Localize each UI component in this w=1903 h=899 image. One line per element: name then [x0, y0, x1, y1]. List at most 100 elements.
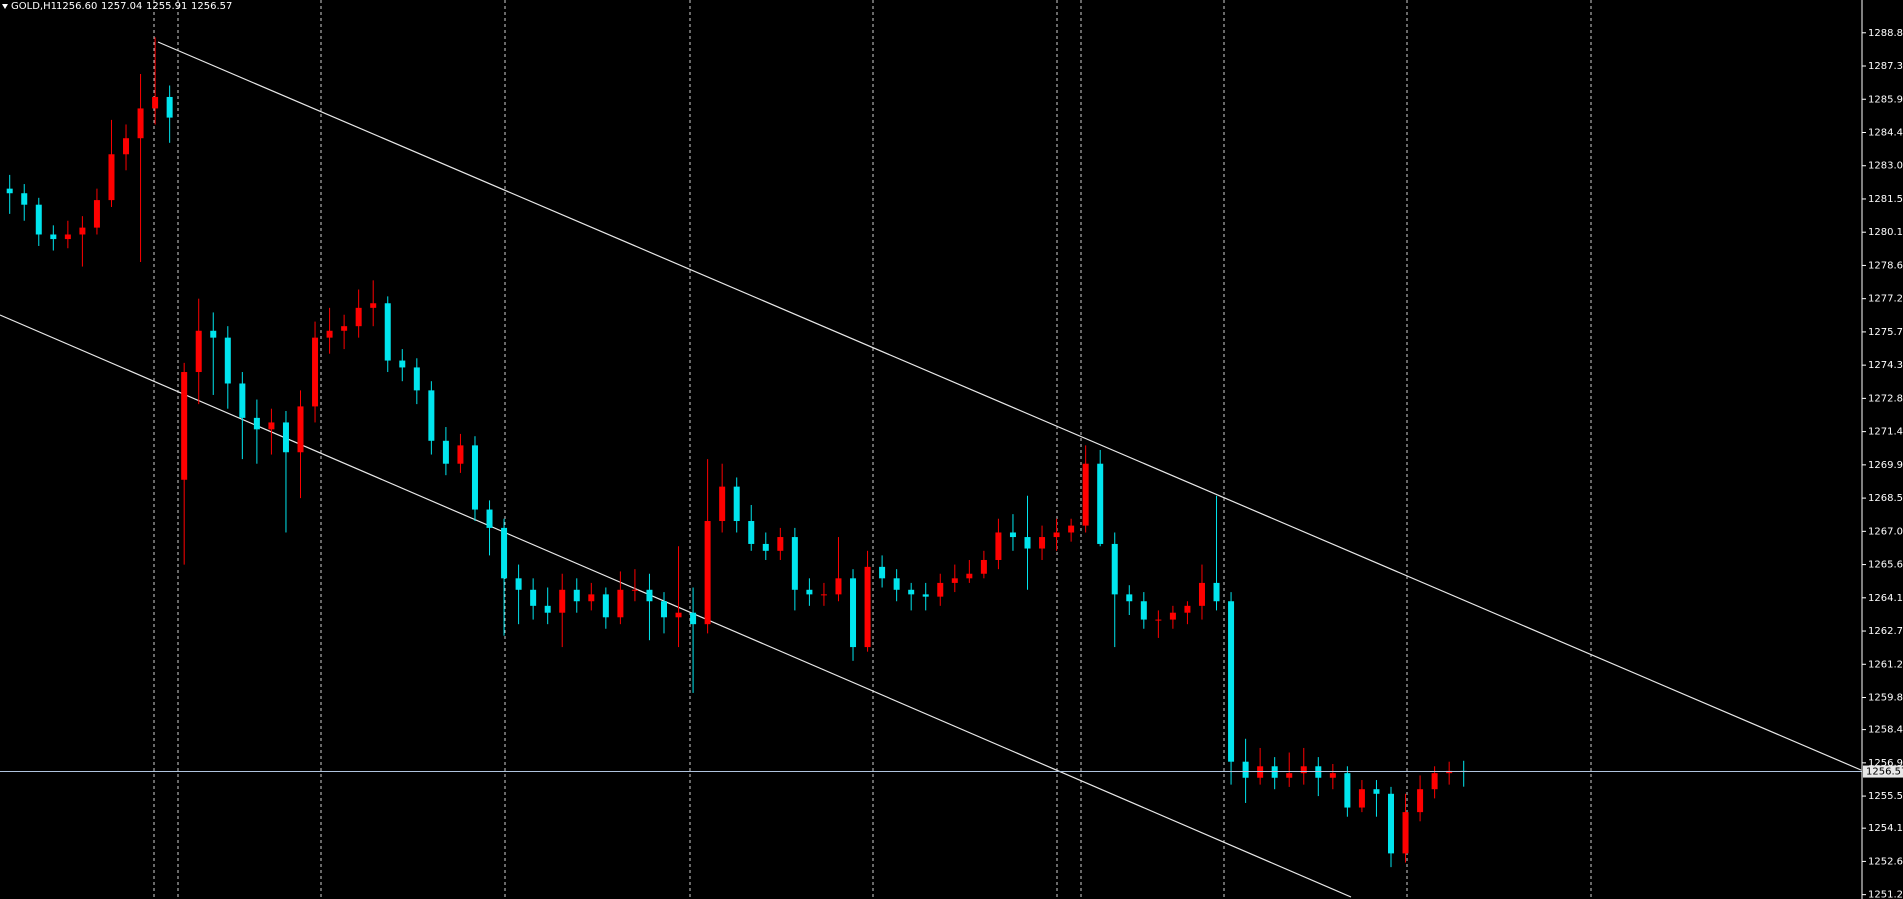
candle-body [530, 589, 537, 606]
header: GOLD,H1 1256.60 1257.04 1255.91 1256.57 [2, 1, 232, 12]
candle-body [1024, 537, 1031, 549]
header-arrow [2, 4, 8, 9]
price-label: 1256.57 [1866, 767, 1903, 778]
y-tick-label: 1258.40 [1868, 725, 1903, 736]
candle-body [471, 445, 478, 510]
symbol: GOLD,H1 [11, 1, 57, 12]
y-tick-label: 1281.55 [1868, 194, 1903, 205]
candle-body [64, 234, 71, 240]
y-tick-label: 1277.20 [1868, 294, 1903, 305]
candle-body [1053, 532, 1060, 538]
candle-body [224, 337, 231, 384]
y-tick-label: 1262.70 [1868, 626, 1903, 637]
candle-body [413, 367, 420, 391]
candle-body [588, 594, 595, 602]
candle-body [879, 566, 886, 579]
candle-body [442, 440, 449, 464]
y-tick-label: 1252.65 [1868, 856, 1903, 867]
candle-body [544, 605, 551, 613]
candle-body [1039, 537, 1046, 549]
candle-body [253, 417, 260, 430]
candle-body [777, 537, 784, 551]
y-tick-label: 1271.40 [1868, 427, 1903, 438]
candle-body [675, 612, 682, 618]
candle-body [864, 566, 871, 648]
candle-body [733, 486, 740, 522]
candle-body [370, 303, 377, 308]
y-tick-label: 1274.30 [1868, 360, 1903, 371]
candle-body [646, 589, 653, 602]
candle-body [239, 383, 246, 418]
candle-body [326, 330, 333, 338]
candle-body [50, 234, 57, 240]
candle-body [312, 337, 319, 407]
candle-body [937, 582, 944, 597]
candle-body [1155, 619, 1162, 621]
y-tick-label: 1255.50 [1868, 791, 1903, 802]
candle-body [806, 589, 813, 595]
candle-body [690, 612, 697, 625]
y-tick-label: 1275.75 [1868, 327, 1903, 338]
candle-body [1358, 789, 1365, 808]
candle-body [399, 360, 406, 368]
y-tick-label: 1272.85 [1868, 393, 1903, 404]
y-tick-label: 1280.10 [1868, 227, 1903, 238]
y-tick-label: 1284.45 [1868, 127, 1903, 138]
lower-trendline [0, 314, 1352, 898]
trend-channel [0, 41, 1862, 898]
y-tick-label: 1264.15 [1868, 593, 1903, 604]
candle-body [617, 589, 624, 618]
candle-body [1111, 543, 1118, 595]
candle-body [602, 594, 609, 618]
candle-body [341, 326, 348, 331]
candle-body [384, 303, 391, 361]
y-tick-label: 1259.80 [1868, 693, 1903, 704]
header-high: 1257.04 [101, 1, 142, 12]
candle-body [428, 390, 435, 441]
candle-body [181, 372, 188, 480]
candle-body [980, 559, 987, 574]
candle-body [210, 330, 217, 338]
candle-body [1402, 812, 1409, 854]
candle-body [1373, 789, 1380, 794]
candle-body [137, 108, 144, 139]
y-tick-label: 1278.65 [1868, 260, 1903, 271]
candle-body [922, 594, 929, 597]
y-tick-label: 1288.80 [1868, 28, 1903, 39]
candle-body [1242, 761, 1249, 778]
y-tick-label: 1267.05 [1868, 526, 1903, 537]
candle-body [1169, 612, 1176, 620]
candle-body [152, 96, 159, 109]
candle-body [1329, 773, 1336, 778]
candle-body [1300, 766, 1307, 774]
candle-body [1344, 773, 1351, 808]
y-tick-label: 1254.10 [1868, 823, 1903, 834]
candle-body [195, 330, 202, 373]
candle-body [1417, 789, 1424, 813]
upper-trendline [157, 41, 1862, 771]
y-tick-label: 1256.95 [1868, 758, 1903, 769]
candle-body [501, 527, 508, 579]
candle-body [951, 578, 958, 583]
candle-body [79, 227, 86, 235]
candle-body [268, 422, 275, 430]
price-axis: 1288.80 1287.35 1285.90 1284.45 1283.00 1281.… [1862, 28, 1903, 899]
candle-body [297, 406, 304, 453]
header-open: 1256.60 [56, 1, 97, 12]
candle-body [1286, 773, 1293, 778]
candle-body [1097, 463, 1104, 544]
candle-body [123, 138, 130, 155]
y-tick-label: 1265.60 [1868, 560, 1903, 571]
candle-body [1213, 582, 1220, 602]
candle-body [355, 307, 362, 327]
candle-body [486, 509, 493, 528]
candle-body [631, 589, 638, 591]
candle-body [1068, 525, 1075, 533]
candle-body [1126, 594, 1133, 602]
candle-body [1140, 601, 1147, 620]
candle-body [21, 193, 28, 205]
price-label-box [1863, 765, 1903, 778]
header-low: 1255.91 [146, 1, 187, 12]
candle-body [559, 589, 566, 613]
